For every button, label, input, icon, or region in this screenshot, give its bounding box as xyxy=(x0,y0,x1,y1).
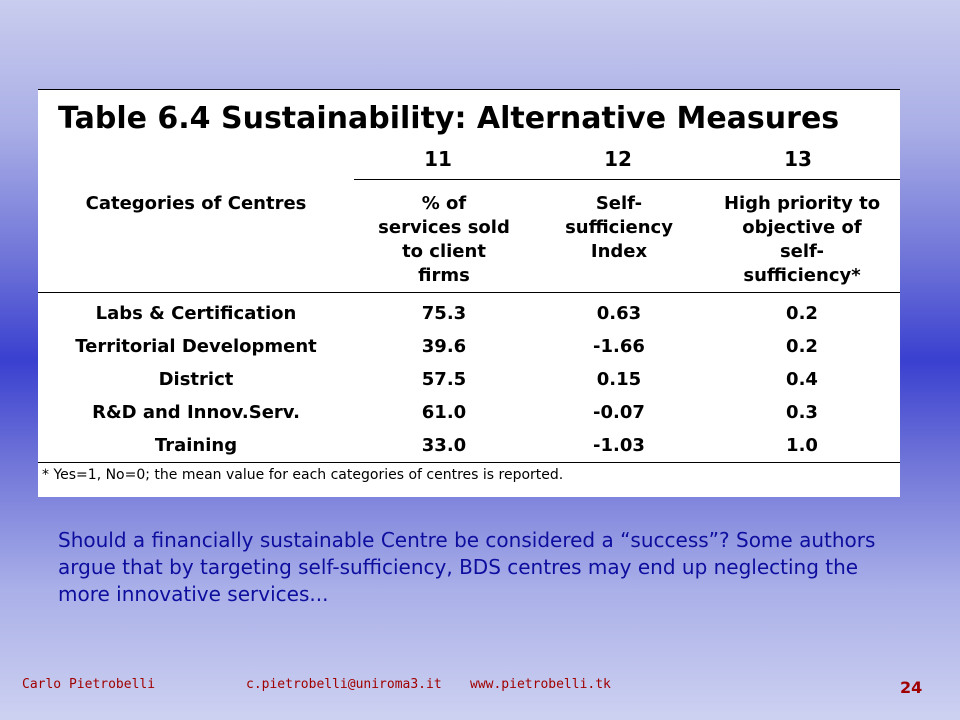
row-category: R&D and Innov.Serv. xyxy=(92,402,300,423)
column-number-11: 11 xyxy=(424,147,452,171)
cell-services-sold: 75.3 xyxy=(421,303,467,324)
cell-services-sold: 61.0 xyxy=(421,402,467,423)
table-footnote: * Yes=1, No=0; the mean value for each c… xyxy=(42,467,564,483)
column-header-services-sold: % of services sold to client firms xyxy=(378,193,510,286)
body-paragraph: Should a financially sustainable Centre … xyxy=(58,528,876,606)
cell-self-sufficiency-index: -0.07 xyxy=(593,402,645,423)
footer-email: c.pietrobelli@uniroma3.it xyxy=(246,677,442,692)
table-panel: Table 6.4 Sustainability: Alternative Me… xyxy=(38,89,900,497)
column-header-high-priority: High priority to objective of self- suff… xyxy=(723,193,881,286)
column-number-13: 13 xyxy=(784,147,812,171)
cell-high-priority: 1.0 xyxy=(786,435,818,456)
cell-self-sufficiency-index: 0.63 xyxy=(596,303,642,324)
top-rule xyxy=(38,89,900,90)
footer-author: Carlo Pietrobelli xyxy=(22,677,156,692)
row-category: District xyxy=(158,369,234,390)
cell-self-sufficiency-index: 0.15 xyxy=(596,369,642,390)
footer-website: www.pietrobelli.tk xyxy=(470,677,611,692)
column-header-self-sufficiency-index: Self- sufficiency Index xyxy=(565,193,673,262)
row-category: Labs & Certification xyxy=(95,303,297,324)
cell-high-priority: 0.3 xyxy=(786,402,818,423)
column-number-rule xyxy=(354,179,900,180)
column-number-12: 12 xyxy=(604,147,632,171)
page-number: 24 xyxy=(900,678,923,697)
bottom-rule xyxy=(38,462,900,463)
cell-self-sufficiency-index: -1.66 xyxy=(593,336,645,357)
row-category: Training xyxy=(154,435,238,456)
cell-services-sold: 57.5 xyxy=(421,369,467,390)
cell-services-sold: 39.6 xyxy=(421,336,467,357)
header-rule xyxy=(38,292,900,293)
table-title: Table 6.4 Sustainability: Alternative Me… xyxy=(58,101,840,136)
cell-high-priority: 0.4 xyxy=(786,369,818,390)
cell-high-priority: 0.2 xyxy=(786,303,818,324)
row-category: Territorial Development xyxy=(75,336,317,357)
cell-services-sold: 33.0 xyxy=(421,435,467,456)
row-header-label: Categories of Centres xyxy=(85,193,307,214)
cell-self-sufficiency-index: -1.03 xyxy=(593,435,645,456)
cell-high-priority: 0.2 xyxy=(786,336,818,357)
